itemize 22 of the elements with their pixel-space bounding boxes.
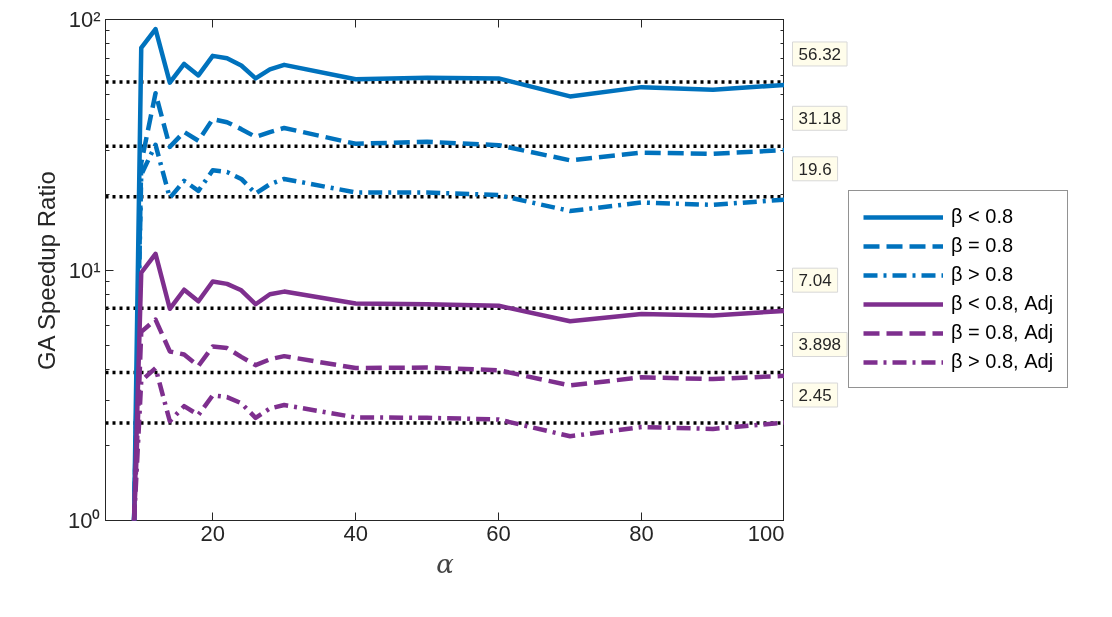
ref-line-label: 3.898 (798, 335, 842, 355)
x-tick-label: 80 (629, 520, 654, 546)
legend-label: β = 0.8 (951, 234, 1014, 257)
legend-label: β > 0.8, Adj (951, 350, 1054, 373)
x-tick-label: 100 (747, 520, 785, 546)
ref-line-label: 56.32 (798, 44, 842, 64)
x-tick-label: 60 (486, 520, 511, 546)
legend-label: β > 0.8 (951, 263, 1014, 286)
y-axis-title: GA Speedup Ratio (33, 171, 61, 371)
ref-line-label: 2.45 (798, 386, 832, 406)
legend-label: β = 0.8, Adj (951, 321, 1054, 344)
y-tick-label: 10⁰ (68, 508, 101, 533)
legend-label: β < 0.8, Adj (951, 292, 1054, 315)
x-axis-title: α (436, 548, 455, 579)
x-tick-label: 40 (343, 520, 368, 546)
y-tick-label: 10¹ (68, 257, 101, 283)
ref-line-label: 31.18 (798, 109, 842, 129)
legend-label: β < 0.8 (951, 205, 1014, 228)
y-tick-label: 10² (68, 7, 101, 32)
ref-line-label: 7.04 (798, 271, 832, 291)
ref-line-label: 19.6 (798, 159, 832, 179)
x-tick-label: 20 (200, 520, 225, 546)
